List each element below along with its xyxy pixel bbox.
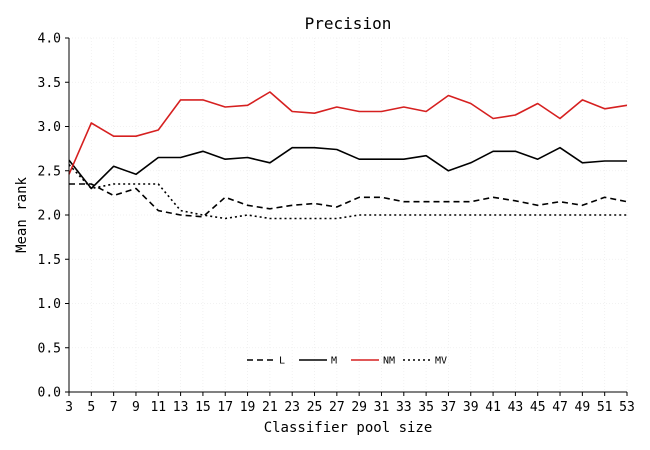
x-tick-label: 35 (418, 400, 434, 415)
x-tick-label: 7 (110, 400, 118, 415)
x-tick-label: 33 (396, 400, 412, 415)
y-tick-label: 0.5 (38, 341, 61, 356)
x-tick-label: 17 (217, 400, 233, 415)
series-line-l (69, 183, 628, 218)
x-tick-label: 47 (552, 400, 568, 415)
x-tick-label: 23 (284, 400, 300, 415)
x-tick-label: 29 (351, 400, 367, 415)
y-tick-label: 2.5 (38, 164, 61, 179)
x-tick-label: 25 (307, 400, 323, 415)
x-tick-label: 11 (150, 400, 166, 415)
x-tick-label: 19 (240, 400, 256, 415)
series-line-m (68, 146, 627, 190)
legend-label-mv: MV (435, 356, 447, 367)
y-tick-label: 3.5 (38, 76, 61, 91)
x-tick-label: 49 (575, 400, 591, 415)
x-tick-label: 3 (65, 400, 73, 415)
y-tick-label: 1.0 (38, 297, 61, 312)
x-tick-label: 5 (87, 400, 95, 415)
y-tick-label: 2.0 (38, 209, 61, 224)
y-tick-label: 0.0 (38, 386, 61, 401)
series-line-nm (68, 91, 628, 175)
series-lines (68, 91, 628, 220)
x-tick-label: 41 (485, 400, 501, 415)
legend-label-nm: NM (383, 356, 395, 367)
legend-label-m: M (331, 356, 337, 367)
chart-title: Precision (305, 14, 392, 33)
x-tick-label: 45 (530, 400, 546, 415)
y-tick-label: 3.0 (38, 120, 61, 135)
y-tick-label: 1.5 (38, 253, 61, 268)
x-axis-label: Classifier pool size (264, 420, 433, 436)
x-tick-label: 51 (597, 400, 613, 415)
x-tick-label: 31 (374, 400, 390, 415)
grid (68, 37, 628, 393)
x-tick-label: 53 (619, 400, 635, 415)
legend-label-l: L (279, 356, 285, 367)
x-tick-label: 39 (463, 400, 479, 415)
y-tick-label: 4.0 (38, 32, 61, 47)
y-axis-label: Mean rank (14, 177, 30, 253)
x-tick-label: 15 (195, 400, 211, 415)
series-line-mv (68, 164, 627, 220)
legend: L M NM MV (247, 356, 447, 367)
x-tick-label: 13 (173, 400, 189, 415)
x-tick-label: 21 (262, 400, 278, 415)
x-tick-label: 27 (329, 400, 345, 415)
x-tick-label: 9 (132, 400, 140, 415)
x-tick-label: 43 (508, 400, 524, 415)
axes: 3 5 7 9 11 13 15 17 19 21 23 25 27 29 31 33 35 37 39 41 43 45… (38, 32, 635, 416)
x-tick-label: 37 (441, 400, 457, 415)
